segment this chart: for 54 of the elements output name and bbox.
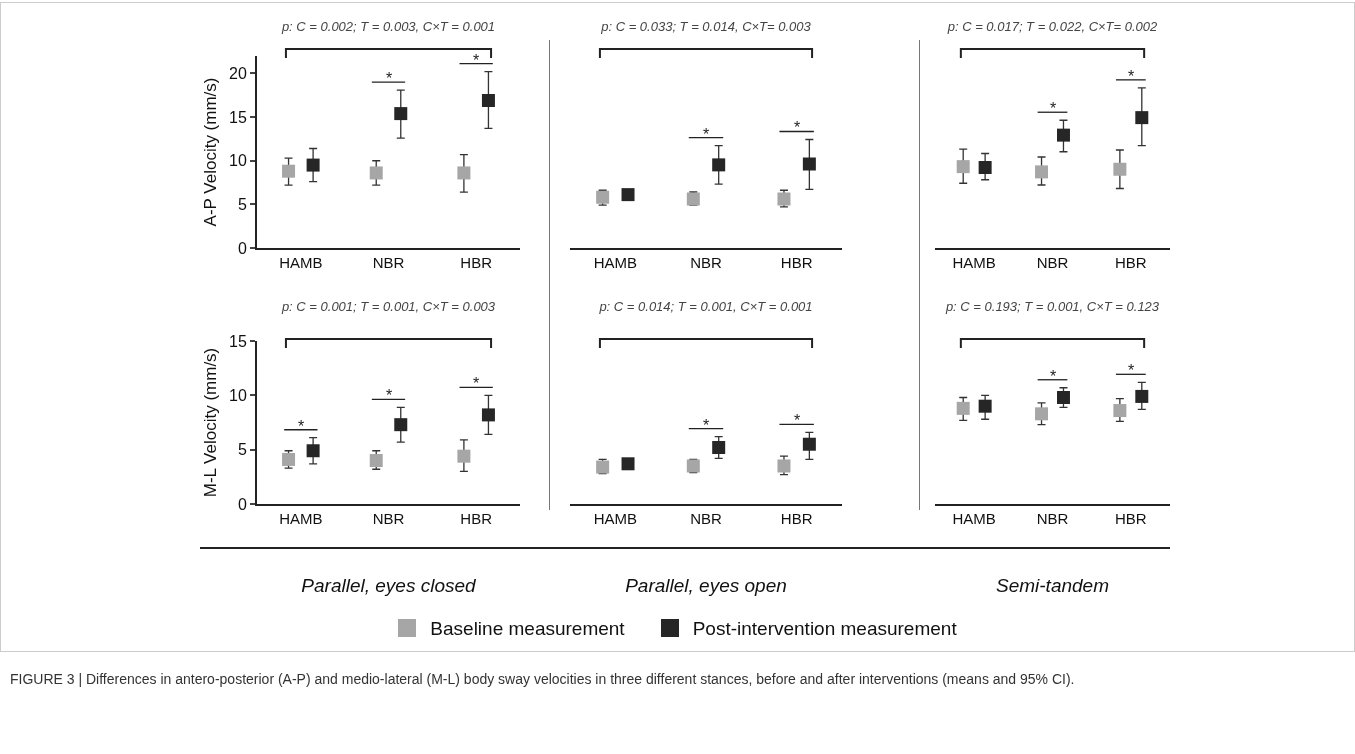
y-tick-label: 5 <box>237 441 247 459</box>
x-tick-label: NBR <box>690 510 722 527</box>
annotation: * <box>473 375 480 392</box>
annotation: * <box>703 417 710 434</box>
y-tick-label: 15 <box>229 332 247 350</box>
annotation: * <box>1128 68 1135 85</box>
y-tick-label: 0 <box>237 495 247 513</box>
y-tick-label: 0 <box>237 239 247 257</box>
x-tick-label: HBR <box>460 510 493 527</box>
y-axis-title: M-L Velocity (mm/s) <box>201 347 221 498</box>
x-axis-title: Parallel, eyes closed <box>300 575 477 597</box>
x-tick-label: NBR <box>1036 254 1069 271</box>
x-tick-label: HAMB <box>952 510 996 527</box>
annotation: * <box>794 119 801 136</box>
y-tick-label: 10 <box>229 386 247 404</box>
legend-label: Baseline measurement <box>430 618 625 639</box>
annotation: * <box>386 70 393 87</box>
x-tick-label: HAMB <box>279 254 323 271</box>
chart-title: p: C = 0.014; T = 0.001, C×T = 0.001 <box>598 299 813 315</box>
x-tick-label: HAMB <box>593 510 637 527</box>
annotation: * <box>386 387 393 404</box>
x-tick-label: NBR <box>1036 510 1069 527</box>
annotation: * <box>473 52 480 69</box>
x-tick-label: NBR <box>690 254 722 271</box>
x-axis-title: Parallel, eyes open <box>624 575 788 597</box>
x-tick-label: HBR <box>460 254 493 271</box>
x-tick-label: HBR <box>1114 510 1147 527</box>
chart-title: p: C = 0.002; T = 0.003, C×T = 0.001 <box>280 19 496 35</box>
y-tick-label: 15 <box>229 108 247 126</box>
x-tick-label: HAMB <box>952 254 996 271</box>
x-tick-label: HAMB <box>279 510 323 527</box>
x-tick-label: HBR <box>780 254 813 271</box>
y-tick-label: 5 <box>237 195 247 213</box>
x-tick-label: HBR <box>1114 254 1147 271</box>
caption: FIGURE 3 | Differences in antero-posterior (A-P) and medio-lateral (M-L) body sway velocities in three different stances, before and after interventions (means and 95% CI). <box>10 670 1076 689</box>
chart-title: p: C = 0.017; T = 0.022, C×T= 0.002 <box>946 19 1159 35</box>
y-tick-label: 20 <box>229 65 247 83</box>
legend-label: Post-intervention measurement <box>692 618 957 639</box>
annotation: * <box>703 126 710 143</box>
chart-title: p: C = 0.001; T = 0.001, C×T = 0.003 <box>280 299 496 315</box>
chart-title: p: C = 0.193; T = 0.001, C×T = 0.123 <box>944 299 1160 315</box>
chart-title: p: C = 0.033; T = 0.014, C×T= 0.003 <box>600 19 812 35</box>
y-axis-title: A-P Velocity (mm/s) <box>201 77 221 227</box>
x-tick-label: HBR <box>780 510 813 527</box>
x-tick-label: HAMB <box>593 254 637 271</box>
x-tick-label: NBR <box>372 254 405 271</box>
annotation: * <box>1050 368 1057 385</box>
annotation: * <box>1128 362 1135 379</box>
annotation: * <box>1050 100 1057 117</box>
x-tick-label: NBR <box>372 510 405 527</box>
x-axis-title: Semi-tandem <box>995 575 1110 597</box>
annotation: * <box>794 412 801 429</box>
annotation: * <box>298 418 305 435</box>
y-tick-label: 10 <box>229 152 247 170</box>
